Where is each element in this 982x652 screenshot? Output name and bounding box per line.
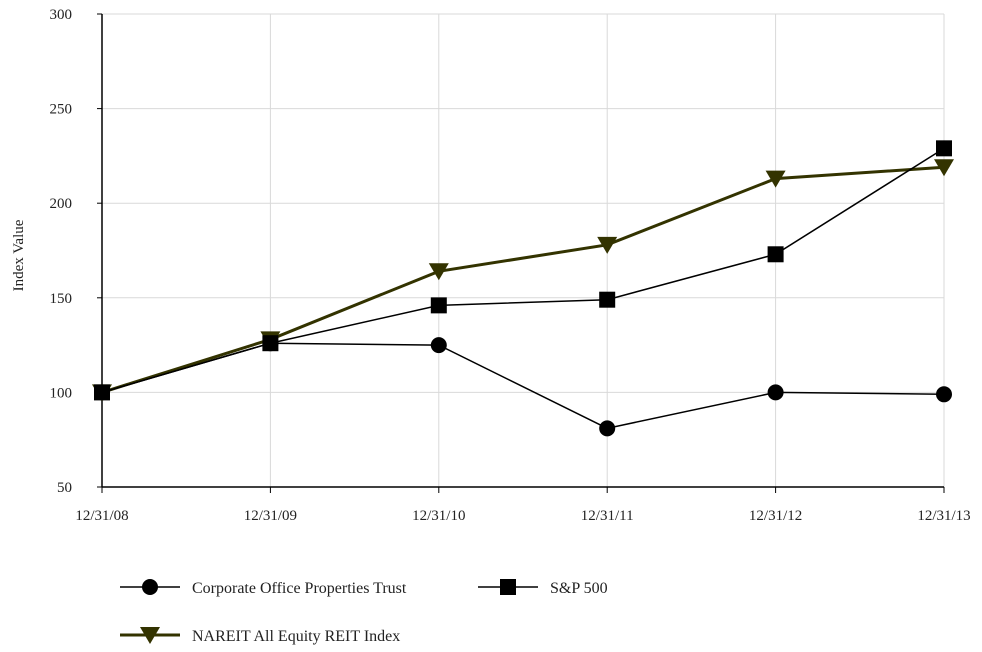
x-tick-label: 12/31/09 — [244, 508, 297, 524]
data-point — [599, 420, 616, 437]
legend-item: NAREIT All Equity REIT Index — [120, 627, 400, 645]
y-tick-label: 300 — [50, 7, 73, 23]
legend-marker — [500, 579, 516, 595]
series-0 — [94, 335, 952, 437]
data-point — [599, 291, 616, 308]
data-point — [430, 297, 447, 314]
data-point — [262, 335, 279, 352]
data-point — [936, 140, 952, 157]
axes — [97, 13, 945, 493]
y-tick-label: 50 — [57, 480, 72, 496]
series-line — [101, 147, 945, 394]
data-point — [428, 263, 449, 281]
x-tick-label: 12/31/10 — [412, 508, 465, 524]
data-point — [936, 386, 952, 403]
series-1 — [94, 140, 952, 401]
x-tick-label: 12/31/12 — [749, 508, 802, 524]
x-tick-labels: 12/31/08 12/31/09 12/31/10 12/31/11 12/31/12… — [75, 508, 970, 524]
x-tick-label: 12/31/13 — [917, 508, 970, 524]
data-point — [767, 384, 784, 401]
data-point — [765, 170, 786, 188]
y-tick-labels: 50 100 150 200 250 300 — [50, 7, 73, 496]
series-layer — [92, 140, 954, 437]
gridlines — [102, 13, 945, 487]
legend-label: S&P 500 — [550, 580, 608, 597]
legend-marker — [140, 627, 160, 644]
y-tick-label: 100 — [50, 385, 73, 401]
data-point — [430, 337, 447, 354]
data-point — [94, 384, 110, 401]
series-line — [101, 165, 945, 394]
y-axis-title: Index Value — [11, 219, 27, 291]
data-point — [767, 246, 784, 263]
legend-item: S&P 500 — [478, 579, 608, 597]
legend-marker — [142, 579, 158, 595]
data-point — [934, 159, 954, 177]
y-tick-label: 250 — [50, 102, 73, 118]
y-tick-label: 150 — [50, 291, 73, 307]
x-tick-label: 12/31/08 — [75, 508, 128, 524]
legend: Corporate Office Properties Trust S&P 500… — [120, 579, 608, 645]
legend-label: NAREIT All Equity REIT Index — [192, 628, 400, 645]
series-2 — [92, 159, 954, 402]
y-tick-label: 200 — [50, 196, 73, 212]
legend-label: Corporate Office Properties Trust — [192, 580, 407, 597]
legend-item: Corporate Office Properties Trust — [120, 579, 407, 597]
data-point — [597, 236, 618, 254]
x-tick-label: 12/31/11 — [581, 508, 634, 524]
